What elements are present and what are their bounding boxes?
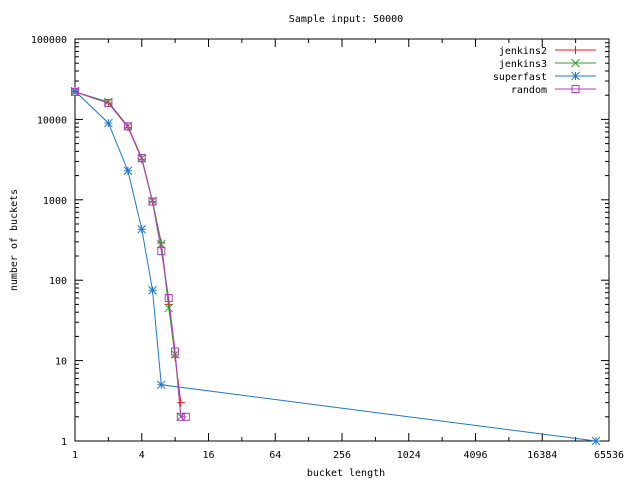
x-tick-label: 4096	[463, 450, 487, 461]
marker-stroke	[591, 436, 601, 446]
marker-square	[571, 85, 580, 93]
marker-square	[171, 347, 180, 356]
series-line	[74, 90, 597, 442]
y-tick-label: 10000	[37, 115, 67, 126]
x-tick-label: 1	[72, 450, 78, 461]
marker-square	[71, 87, 79, 96]
data-point	[164, 294, 173, 303]
data-point	[171, 347, 180, 356]
data-point	[571, 46, 580, 54]
data-point	[571, 71, 580, 81]
marker-stroke	[104, 118, 113, 128]
legend: jenkins2 jenkins3 superfast random	[493, 46, 596, 96]
marker-stroke	[156, 239, 166, 249]
marker-square	[176, 412, 185, 421]
marker-stroke	[137, 224, 147, 234]
data-point	[71, 87, 79, 96]
marker-stroke	[156, 380, 166, 390]
marker-stroke	[148, 285, 157, 295]
legend-item: random	[511, 85, 596, 96]
x-tick-label: 16	[202, 450, 214, 461]
data-point	[176, 412, 185, 421]
series-jenkins3	[70, 87, 186, 422]
series-line	[74, 91, 186, 418]
y-tick-label: 1000	[43, 196, 67, 207]
x-tick-label: 256	[333, 450, 351, 461]
data-point	[137, 224, 147, 234]
legend-label: jenkins2	[499, 46, 547, 57]
legend-label: superfast	[493, 72, 547, 83]
y-axis-label: number of buckets	[9, 189, 20, 291]
y-tick-label: 10	[55, 357, 67, 368]
y-tick-label: 1	[61, 437, 67, 448]
data-point	[164, 303, 174, 313]
marker-stroke	[571, 71, 580, 81]
series-random	[71, 87, 190, 421]
data-point	[176, 398, 185, 407]
data-point	[157, 247, 166, 256]
x-axis: 1 4 16 64 256 1024 4096 16384 65536	[72, 39, 624, 461]
data-point	[104, 118, 113, 128]
legend-item: jenkins2	[499, 46, 596, 57]
marker-square	[123, 122, 132, 131]
data-point	[156, 380, 166, 390]
marker-square	[104, 98, 113, 107]
data-point	[123, 166, 133, 176]
series-layer	[70, 86, 601, 446]
data-point	[148, 197, 157, 206]
x-tick-label: 16384	[527, 450, 557, 461]
legend-label: random	[511, 85, 547, 96]
data-point	[123, 122, 132, 131]
legend-item: superfast	[493, 71, 596, 83]
y-tick-label: 100000	[31, 35, 67, 46]
data-point	[591, 436, 601, 446]
y-axis: 1 10 100 1000 10000 100000	[31, 35, 609, 448]
x-tick-label: 65536	[594, 450, 624, 461]
marker-square	[148, 197, 157, 206]
legend-label: jenkins3	[499, 59, 547, 70]
data-point	[156, 239, 166, 249]
x-tick-label: 1024	[397, 450, 421, 461]
marker-stroke	[164, 303, 174, 313]
legend-item: jenkins3	[499, 58, 596, 70]
data-point	[571, 58, 580, 68]
data-point	[571, 85, 580, 93]
data-point	[181, 412, 190, 421]
series-jenkins2	[71, 87, 185, 407]
marker-square	[164, 294, 173, 303]
chart-title: Sample input: 50000	[289, 14, 403, 25]
data-point	[104, 98, 113, 107]
x-axis-label: bucket length	[307, 468, 385, 479]
x-tick-label: 64	[269, 450, 281, 461]
x-tick-label: 4	[139, 450, 145, 461]
data-point	[137, 154, 146, 163]
series-superfast	[70, 86, 601, 446]
marker-stroke	[123, 166, 133, 176]
marker-square	[181, 412, 190, 421]
marker-square	[157, 247, 166, 256]
y-tick-label: 100	[49, 276, 67, 287]
data-point	[148, 285, 157, 295]
marker-square	[137, 154, 146, 163]
marker-stroke	[571, 58, 580, 68]
plot-frame	[74, 38, 610, 442]
